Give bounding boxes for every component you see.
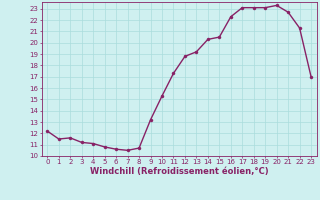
- X-axis label: Windchill (Refroidissement éolien,°C): Windchill (Refroidissement éolien,°C): [90, 167, 268, 176]
